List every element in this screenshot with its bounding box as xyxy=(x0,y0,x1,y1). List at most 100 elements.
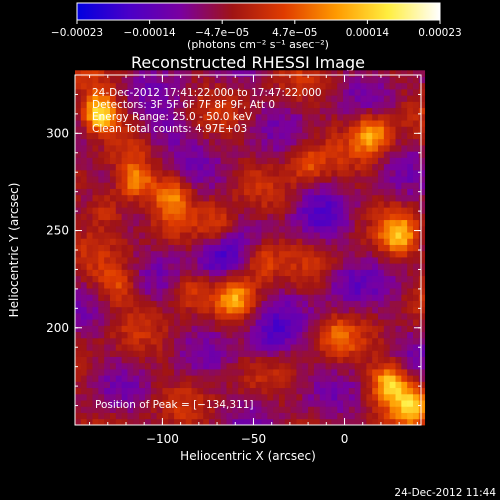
heatmap-cell xyxy=(354,306,361,314)
heatmap-cell xyxy=(407,325,414,333)
heatmap-cell xyxy=(109,132,117,140)
heatmap-cell xyxy=(80,120,88,127)
heatmap-cell xyxy=(92,207,99,214)
heatmap-cell xyxy=(144,244,152,252)
heatmap-cell xyxy=(220,201,227,208)
heatmap-cell xyxy=(313,356,321,364)
heatmap-cell xyxy=(325,325,332,333)
heatmap-cell xyxy=(273,107,280,115)
heatmap-cell xyxy=(220,418,227,426)
heatmap-cell xyxy=(232,225,239,233)
heatmap-cell xyxy=(418,182,426,189)
heatmap-cell xyxy=(360,157,367,165)
heatmap-cell xyxy=(308,207,315,214)
heatmap-cell xyxy=(209,138,216,146)
heatmap-cell xyxy=(284,319,292,326)
heatmap-cell xyxy=(243,281,251,289)
heatmap-cell xyxy=(331,337,338,345)
heatmap-cell xyxy=(232,89,239,96)
heatmap-cell xyxy=(203,232,210,239)
heatmap-cell xyxy=(331,294,338,301)
heatmap-cell xyxy=(331,356,338,364)
heatmap-cell xyxy=(75,82,82,90)
heatmap-cell xyxy=(348,400,356,407)
heatmap-cell xyxy=(249,95,257,102)
heatmap-cell xyxy=(226,412,233,420)
heatmap-cell xyxy=(232,232,239,239)
heatmap-cell xyxy=(220,163,227,171)
heatmap-cell xyxy=(92,194,99,202)
heatmap-cell xyxy=(383,288,391,295)
heatmap-cell xyxy=(232,76,239,84)
heatmap-cell xyxy=(325,337,332,345)
heatmap-cell xyxy=(220,319,227,326)
heatmap-cell xyxy=(168,331,175,339)
heatmap-cell xyxy=(249,375,257,382)
heatmap-cell xyxy=(278,82,286,90)
heatmap-cell xyxy=(418,151,426,158)
heatmap-cell xyxy=(302,176,309,183)
heatmap-cell xyxy=(232,381,239,389)
heatmap-cell xyxy=(150,225,157,233)
heatmap-cell xyxy=(104,250,111,258)
heatmap-cell xyxy=(261,225,268,233)
heatmap-cell xyxy=(238,188,245,196)
heatmap-cell xyxy=(80,219,88,227)
heatmap-cell xyxy=(162,369,169,376)
heatmap-cell xyxy=(302,107,309,115)
heatmap-cell xyxy=(249,244,257,252)
heatmap-cell xyxy=(209,281,216,289)
heatmap-cell xyxy=(255,225,262,233)
heatmap-cell xyxy=(407,250,414,258)
heatmap-cell xyxy=(354,412,361,420)
heatmap-cell xyxy=(366,257,373,264)
y-tick-label: 200 xyxy=(46,321,69,335)
heatmap-cell xyxy=(115,225,123,233)
heatmap-cell xyxy=(284,269,292,277)
heatmap-cell xyxy=(133,375,140,382)
heatmap-cell xyxy=(290,387,297,395)
heatmap-cell xyxy=(92,76,99,84)
heatmap-cell xyxy=(383,269,391,277)
heatmap-cell xyxy=(255,120,262,127)
heatmap-cell xyxy=(133,306,140,314)
heatmap-cell xyxy=(308,225,315,233)
heatmap-cell xyxy=(308,325,315,333)
heatmap-cell xyxy=(319,369,326,376)
heatmap-cell xyxy=(243,194,251,202)
heatmap-cell xyxy=(139,207,146,214)
heatmap-cell xyxy=(360,356,367,364)
heatmap-cell xyxy=(360,169,367,177)
heatmap-cell xyxy=(378,257,385,264)
heatmap-cell xyxy=(92,356,99,364)
heatmap-cell xyxy=(109,138,117,146)
heatmap-cell xyxy=(203,95,210,102)
heatmap-cell xyxy=(313,207,321,214)
heatmap-cell xyxy=(290,207,297,214)
heatmap-cell xyxy=(191,238,198,245)
heatmap-cell xyxy=(348,169,356,177)
heatmap-cell xyxy=(319,319,326,326)
heatmap-cell xyxy=(162,107,169,115)
heatmap-cell xyxy=(214,344,222,351)
heatmap-cell xyxy=(401,82,408,90)
heatmap-cell xyxy=(418,288,426,295)
heatmap-cell xyxy=(331,225,338,233)
heatmap-cell xyxy=(144,313,152,320)
heatmap-cell xyxy=(267,76,274,84)
heatmap-cell xyxy=(179,257,187,264)
heatmap-cell xyxy=(115,306,123,314)
heatmap-cell xyxy=(80,319,88,326)
heatmap-cell xyxy=(337,76,344,84)
heatmap-cell xyxy=(401,213,408,221)
heatmap-cell xyxy=(348,107,356,115)
heatmap-cell xyxy=(366,120,373,127)
heatmap-cell xyxy=(366,89,373,96)
heatmap-cell xyxy=(407,113,414,121)
heatmap-cell xyxy=(150,369,157,376)
heatmap-cell xyxy=(133,169,140,177)
heatmap-cell xyxy=(214,169,222,177)
heatmap-cell xyxy=(354,107,361,115)
heatmap-cell xyxy=(290,362,297,370)
heatmap-cell xyxy=(127,375,134,382)
